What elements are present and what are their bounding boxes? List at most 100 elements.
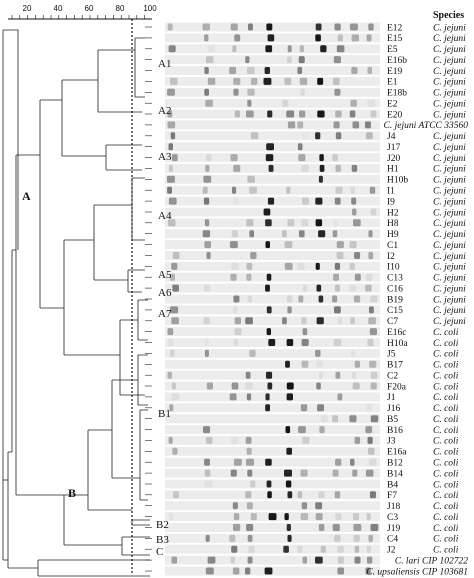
gel-band (204, 67, 209, 74)
gel-band (298, 230, 305, 238)
gel-band (350, 23, 358, 31)
gel-band (206, 252, 211, 259)
gel-band (267, 491, 272, 499)
strain-id: E19 (387, 67, 403, 77)
species-name: C. jejuni (433, 100, 466, 110)
gel-band (204, 339, 209, 346)
gel-band (167, 328, 174, 336)
gel-band (354, 273, 361, 281)
gel-band (284, 262, 293, 270)
gel-band (334, 534, 341, 542)
gel-band (234, 317, 241, 325)
gel-band (207, 45, 215, 53)
gel-band (298, 295, 304, 303)
strain-id: H10a (387, 339, 408, 349)
scale-tick-label: 60 (85, 4, 94, 13)
gel-band (315, 502, 323, 510)
gel-band (203, 197, 210, 205)
gel-band (302, 556, 307, 564)
gel-band (315, 132, 321, 140)
gel-band (205, 567, 214, 575)
gel-band (267, 110, 273, 118)
strain-id: B14 (387, 469, 403, 479)
gel-band (246, 458, 254, 466)
gel-band (245, 436, 252, 444)
gel-lane (165, 98, 380, 108)
gel-band (268, 513, 277, 521)
gel-band (230, 23, 238, 31)
gel-band (332, 230, 338, 238)
lane-labels: E12 C. jejuni E15 C. jejuni E5 C. jejuni E16b C… (366, 23, 468, 577)
gel-band (333, 219, 338, 227)
gel-band (168, 164, 173, 172)
gel-band (203, 175, 212, 183)
scale-tick-label: 100 (143, 4, 157, 13)
gel-band (317, 404, 324, 412)
gel-band (285, 360, 290, 368)
strain-id: E20 (387, 110, 403, 120)
gel-band (350, 458, 355, 466)
species-name: C. jejuni (433, 187, 466, 197)
gel-band (316, 382, 321, 390)
gel-band (265, 154, 274, 162)
gel-band (298, 154, 306, 162)
gel-band (247, 175, 255, 183)
species-name: C. jejuni (433, 89, 466, 99)
gel-band (332, 154, 338, 162)
gel-band (167, 339, 174, 346)
gel-band (354, 556, 361, 564)
strain-id: I1 (387, 187, 395, 197)
gel-band (267, 34, 275, 42)
gel-band (299, 77, 308, 85)
gel-lane (165, 544, 380, 554)
gel-band (354, 252, 361, 259)
gel-band (282, 317, 287, 325)
gel-band (300, 88, 305, 96)
gel-band (172, 252, 180, 259)
gel-band (250, 77, 258, 85)
strain-id: E16a (387, 448, 407, 458)
gel-band (316, 360, 324, 368)
gel-lane (165, 207, 380, 217)
species-name: C. jejuni (433, 230, 466, 240)
species-name: C. coli (433, 524, 459, 534)
gel-band (318, 524, 325, 531)
gel-band (337, 567, 344, 575)
gel-band (172, 491, 180, 499)
gel-band (318, 230, 326, 238)
gel-band (334, 23, 341, 31)
gel-band (267, 197, 275, 205)
gel-band (232, 186, 237, 194)
species-name: C. coli (433, 382, 459, 392)
cluster-label-a: A (22, 189, 31, 203)
gel-lane (165, 468, 380, 478)
cluster-labels: A1 A2 A3 A4 A5 A6 A7 B1 B2 B3 C A B (22, 58, 172, 558)
species-name: C. jejuni (433, 165, 466, 175)
gel-band (332, 469, 339, 477)
gel-lane (165, 501, 380, 511)
strain-id: J5 (387, 350, 396, 360)
gel-band (233, 295, 240, 303)
strain-id: H2 (387, 208, 399, 218)
gel-band (249, 230, 254, 238)
gel-band (332, 295, 338, 303)
strain-id: J4 (387, 132, 396, 142)
gel-band (370, 208, 377, 216)
gel-band (318, 491, 325, 499)
gel-band (349, 262, 355, 270)
gel-band (368, 447, 375, 455)
gel-band (171, 382, 176, 390)
gel-band (266, 480, 272, 488)
species-name: C. jejuni (433, 274, 466, 284)
gel-lane (165, 381, 380, 391)
gel-band (247, 99, 252, 107)
gel-band (366, 34, 372, 42)
gel-band (167, 110, 173, 118)
gel-band (370, 415, 379, 423)
gel-band (206, 56, 214, 64)
gel-band (316, 317, 324, 325)
gel-band (349, 241, 357, 249)
gel-band (204, 241, 211, 249)
gel-band (350, 349, 356, 357)
gel-band (233, 524, 241, 531)
